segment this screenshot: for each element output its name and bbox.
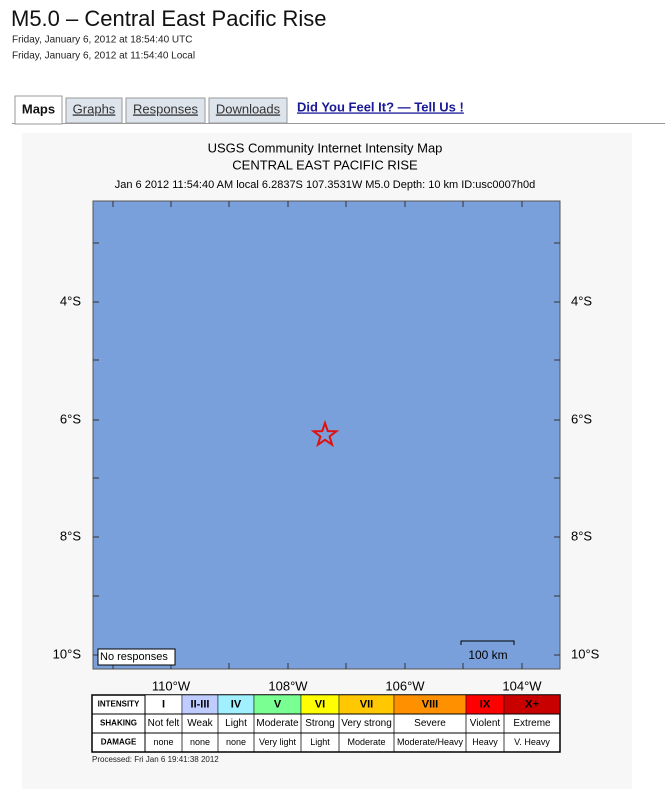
tab-label[interactable]: Responses [133, 101, 199, 116]
legend-damage: none [153, 737, 173, 747]
lat-label: 6°S [60, 411, 81, 426]
tell-us-link[interactable]: Did You Feel It? — Tell Us ! [297, 99, 464, 114]
legend-row-label: INTENSITY [98, 700, 140, 709]
tab[interactable] [125, 97, 206, 124]
legend-intensity: VI [315, 698, 325, 710]
lon-label: 106°W [385, 678, 425, 693]
legend-shaking: Not felt [148, 718, 180, 729]
lat-label: 10°S [571, 646, 600, 661]
legend-damage: V. Heavy [514, 737, 550, 747]
tab-label[interactable]: Downloads [216, 101, 281, 116]
legend-damage: Very light [259, 737, 297, 747]
legend-intensity: I [162, 698, 165, 710]
legend-shaking: Light [225, 718, 247, 729]
legend-shaking: Violent [470, 718, 501, 729]
legend-damage: Light [310, 737, 330, 747]
legend-intensity: X+ [525, 698, 539, 710]
epicenter [310, 419, 340, 448]
legend-row-label: SHAKING [100, 719, 137, 728]
legend-damage: Moderate/Heavy [397, 737, 464, 747]
epicenter-star [310, 419, 340, 448]
page-title: M5.0 – Central East Pacific Rise [11, 6, 326, 31]
scale-label: 100 km [468, 648, 507, 662]
scale-bar [460, 640, 515, 645]
lat-label: 4°S [571, 293, 592, 308]
local-time: Friday, January 6, 2012 at 11:54:40 Loca… [12, 51, 195, 62]
tab-label[interactable]: Graphs [73, 101, 116, 116]
lat-label: 8°S [60, 528, 81, 543]
legend-damage: none [190, 737, 210, 747]
map-region: CENTRAL EAST PACIFIC RISE [232, 157, 418, 172]
map-title: USGS Community Internet Intensity Map [208, 140, 443, 155]
legend-shaking: Moderate [256, 718, 299, 729]
legend-row-label: DAMAGE [101, 738, 137, 747]
lat-label: 10°S [53, 646, 82, 661]
utc-time: Friday, January 6, 2012 at 18:54:40 UTC [12, 35, 192, 46]
map-area [92, 200, 561, 670]
lat-label: 8°S [571, 528, 592, 543]
processed: Processed: Fri Jan 6 19:41:38 2012 [92, 755, 219, 764]
legend-damage: none [226, 737, 246, 747]
no-responses: No responses [100, 651, 168, 663]
tab[interactable] [208, 97, 288, 124]
legend-intensity: II-III [191, 698, 210, 710]
lon-label: 108°W [268, 678, 308, 693]
legend-damage: Heavy [472, 737, 498, 747]
lat-label: 4°S [60, 293, 81, 308]
lat-label: 6°S [571, 411, 592, 426]
tab[interactable] [14, 95, 63, 125]
legend-shaking: Weak [187, 718, 213, 729]
legend-intensity: IX [480, 698, 491, 710]
legend-intensity: VII [360, 698, 373, 710]
lon-label: 110°W [152, 678, 191, 693]
legend-shaking: Very strong [341, 718, 392, 729]
legend-intensity: V [274, 698, 282, 710]
legend-shaking: Strong [305, 718, 334, 729]
lon-label: 104°W [502, 678, 542, 693]
legend-shaking: Severe [414, 718, 446, 729]
event-info: Jan 6 2012 11:54:40 AM local 6.2837S 107… [115, 179, 536, 191]
legend-intensity: VIII [422, 698, 439, 710]
no-responses-box [97, 648, 176, 666]
legend-intensity: IV [231, 698, 242, 710]
legend-shaking: Extreme [513, 718, 551, 729]
tab-label[interactable]: Maps [22, 101, 55, 116]
tab[interactable] [65, 97, 123, 124]
legend-damage: Moderate [347, 737, 385, 747]
